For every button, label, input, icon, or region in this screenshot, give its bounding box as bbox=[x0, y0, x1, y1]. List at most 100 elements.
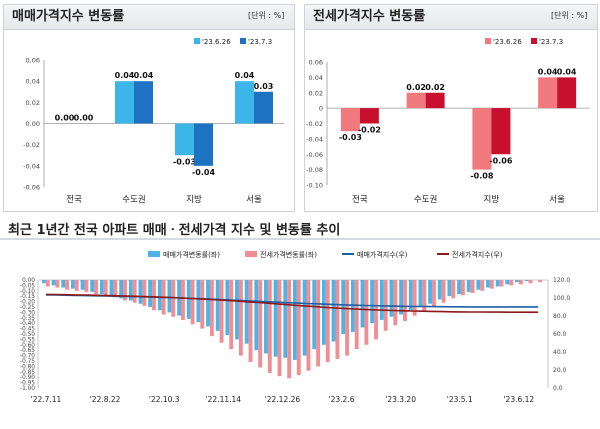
data-label: -0.08 bbox=[470, 172, 493, 181]
bar bbox=[306, 280, 311, 371]
y-left-tick-label: -0.15 bbox=[20, 294, 35, 300]
data-label: 0.00 bbox=[55, 114, 75, 123]
legend-label: '23.7.3 bbox=[539, 38, 563, 46]
bar bbox=[277, 280, 282, 377]
data-label: -0.03 bbox=[173, 157, 196, 166]
bar bbox=[470, 280, 475, 293]
bar bbox=[538, 77, 558, 109]
legend-swatch bbox=[148, 251, 160, 257]
bar bbox=[132, 280, 137, 303]
x-tick-label: '22.7.11 bbox=[31, 395, 62, 404]
bar bbox=[518, 280, 523, 285]
bar bbox=[408, 280, 413, 311]
bar bbox=[495, 280, 500, 287]
data-label: -0.06 bbox=[489, 156, 512, 165]
y-left-tick-label: -0.70 bbox=[20, 354, 35, 360]
bar bbox=[206, 280, 210, 327]
y-tick-label: 0.04 bbox=[26, 78, 40, 86]
bar bbox=[74, 280, 79, 291]
bar bbox=[80, 280, 85, 290]
data-label: 0.04 bbox=[557, 67, 577, 76]
x-tick-label: '22.11.14 bbox=[206, 395, 242, 404]
bar bbox=[190, 280, 195, 325]
bar bbox=[258, 280, 263, 368]
data-label: 0.04 bbox=[538, 67, 558, 76]
bar bbox=[480, 280, 485, 291]
bar bbox=[425, 92, 445, 109]
legend-label: '23.7.3 bbox=[248, 38, 272, 46]
bar bbox=[225, 280, 230, 336]
legend-label: '23.6.26 bbox=[493, 38, 522, 46]
bar bbox=[399, 280, 404, 315]
bar bbox=[61, 280, 66, 288]
bar bbox=[70, 280, 75, 289]
bar bbox=[215, 280, 220, 331]
bar bbox=[115, 81, 134, 124]
y-left-tick-label: -1.00 bbox=[20, 386, 35, 392]
bar bbox=[321, 280, 326, 345]
bar bbox=[422, 280, 427, 312]
bar bbox=[113, 280, 118, 298]
bar bbox=[499, 280, 504, 287]
bar bbox=[364, 280, 369, 345]
bar bbox=[128, 280, 133, 301]
bar bbox=[84, 280, 89, 292]
legend-swatch bbox=[245, 251, 257, 257]
category-label: 전국 bbox=[66, 194, 82, 205]
bar bbox=[167, 280, 172, 313]
y-left-tick-label: -0.30 bbox=[20, 310, 35, 316]
bar bbox=[238, 280, 243, 356]
y-tick-label: -0.08 bbox=[306, 166, 323, 174]
legend-swatch bbox=[485, 38, 491, 44]
bar bbox=[432, 280, 436, 307]
y-left-tick-label: -0.95 bbox=[20, 381, 35, 387]
bar bbox=[354, 280, 359, 350]
bar bbox=[457, 280, 461, 295]
bar bbox=[393, 280, 398, 326]
bar bbox=[181, 280, 185, 320]
category-label: 지방 bbox=[484, 194, 500, 205]
x-tick-label: '22.10.3 bbox=[149, 395, 180, 404]
bar bbox=[175, 123, 194, 156]
bar bbox=[370, 280, 375, 324]
sale-unit-label: [단위 : %] bbox=[248, 11, 285, 20]
bar bbox=[157, 280, 162, 311]
y-tick-label: -0.04 bbox=[23, 162, 40, 170]
bar bbox=[335, 280, 340, 359]
legend: '23.6.26 '23.7.3 bbox=[194, 38, 272, 46]
bar bbox=[360, 280, 365, 328]
legend-swatch bbox=[194, 38, 200, 44]
y-right-tick-label: 60.0 bbox=[553, 331, 567, 338]
y-right-tick-label: 0.0 bbox=[553, 385, 563, 392]
y-tick-label: 0.02 bbox=[309, 89, 323, 97]
bar bbox=[302, 280, 307, 356]
bar bbox=[65, 280, 70, 290]
data-label: 0.00 bbox=[74, 114, 94, 123]
category-label: 서울 bbox=[549, 195, 565, 205]
bar bbox=[466, 280, 471, 292]
data-label: 0.02 bbox=[425, 83, 445, 92]
bar bbox=[312, 280, 317, 350]
bar bbox=[557, 77, 577, 109]
y-left-tick-label: -0.60 bbox=[20, 343, 35, 349]
y-tick-label: -0.06 bbox=[23, 184, 40, 192]
legend-label: 전세가격변동률(좌) bbox=[260, 250, 317, 259]
y-left-tick-label: -0.90 bbox=[20, 375, 35, 381]
data-label: -0.03 bbox=[339, 133, 362, 142]
y-left-tick-label: -0.75 bbox=[20, 359, 35, 365]
y-tick-label: -0.04 bbox=[306, 135, 323, 143]
bar bbox=[316, 280, 321, 367]
data-label: 0.04 bbox=[134, 71, 154, 80]
jeonse-unit-label: [단위 : %] bbox=[551, 11, 588, 20]
jeonse-change-panel: 전세가격지수 변동률 '23.6.26 '23.7.3 0.06 0.04 0.02 0 -… bbox=[304, 4, 598, 212]
jeonse-change-chart: '23.6.26 '23.7.3 0.06 0.04 0.02 0 -0.02 -0.04 -0… bbox=[306, 38, 590, 205]
bar bbox=[460, 280, 465, 296]
bar bbox=[209, 280, 214, 337]
bar bbox=[489, 280, 494, 289]
y-left-tick-label: -0.40 bbox=[20, 321, 35, 327]
x-tick-label: '22.8.22 bbox=[90, 395, 121, 404]
bar bbox=[418, 280, 423, 307]
data-label: 0.04 bbox=[115, 71, 135, 80]
bar bbox=[142, 280, 147, 306]
bar bbox=[51, 280, 56, 286]
